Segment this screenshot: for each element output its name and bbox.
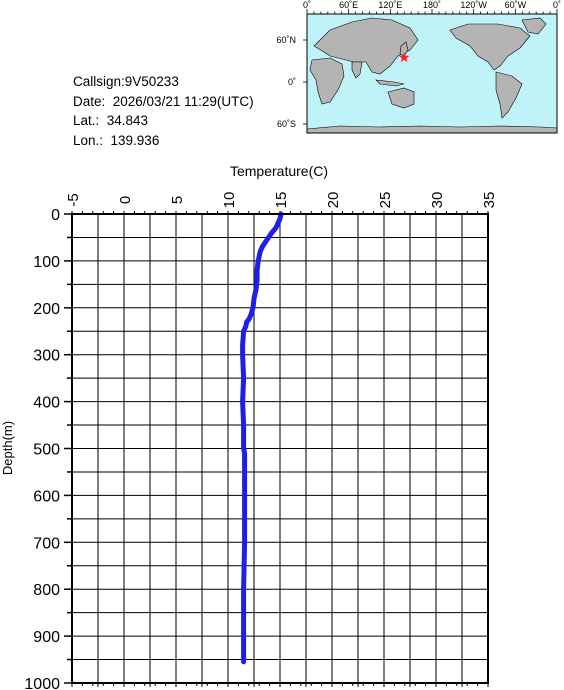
y-tick-label: 700 (33, 535, 60, 552)
y-tick-label: 800 (33, 582, 60, 599)
x-tick-label: 15 (273, 192, 290, 209)
map-latitude-label: 0˚ (288, 77, 296, 87)
x-axis-title: Temperature(C) (230, 163, 328, 179)
land-japan (399, 41, 409, 57)
land-australia (387, 87, 415, 109)
y-tick-labels: 0 100 200 300 400 500 600 700 800 900 1000 (24, 207, 60, 690)
land-north-america (449, 23, 531, 71)
x-tick-label: 25 (377, 192, 394, 209)
land-greenland (521, 17, 547, 35)
land-indonesia (375, 79, 405, 87)
x-tick-label: -5 (65, 193, 82, 206)
y-tick-label: 100 (33, 254, 60, 271)
map-longitude-label: 180˚ (423, 0, 441, 10)
map-ticks (306, 9, 558, 14)
map-longitude-label: 0˚ (553, 0, 561, 10)
callsign-text: Callsign:9V50233 (73, 74, 179, 89)
x-tick-label: 30 (429, 192, 446, 209)
y-tick-label: 200 (33, 301, 60, 318)
land-africa (309, 57, 345, 105)
map-longitude-label: 0˚ (303, 0, 311, 10)
chart-grid (64, 211, 489, 687)
map-latitude-label: 60˚N (276, 35, 296, 45)
y-tick-label: 600 (33, 488, 60, 505)
land-eurasia (313, 17, 419, 75)
map-latitude-labels: 60˚N 0˚ 60˚S (276, 35, 307, 129)
land-india (351, 61, 363, 79)
y-tick-label: 400 (33, 395, 60, 412)
x-tick-label: 10 (221, 192, 238, 209)
y-tick-label: 300 (33, 348, 60, 365)
y-tick-label: 500 (33, 442, 60, 459)
cast-info: Callsign:9V50233 Date: 2026/03/21 11:29(… (73, 72, 254, 150)
map-longitude-label: 120˚E (378, 0, 402, 10)
longitude-text: Lon.: 139.936 (73, 132, 160, 148)
map-longitude-label: 60˚W (505, 0, 527, 10)
map-longitude-label: 120˚W (460, 0, 487, 10)
date-text: Date: 2026/03/21 11:29(UTC) (73, 93, 254, 109)
y-tick-label: 0 (51, 207, 60, 224)
x-tick-label: 5 (169, 196, 186, 204)
map-land (306, 17, 558, 134)
location-marker-icon (398, 52, 410, 63)
map-latitude-label: 60˚S (277, 119, 296, 129)
location-map: 0˚ 60˚E 120˚E 180˚ 120˚W 60˚W 0˚ 60˚N 0˚ 60˚S (276, 0, 561, 134)
plot-frame (71, 213, 489, 684)
x-tick-label: 35 (481, 192, 498, 209)
y-tick-label: 1000 (24, 676, 60, 690)
map-longitude-label: 60˚E (339, 0, 358, 10)
x-tick-labels: -5 0 5 10 15 20 25 30 35 (65, 192, 498, 209)
map-longitude-labels: 0˚ 60˚E 120˚E 180˚ 120˚W 60˚W 0˚ (303, 0, 561, 10)
x-tick-label: 0 (117, 196, 134, 204)
latitude-text: Lat.: 34.843 (73, 113, 149, 129)
temperature-line (240, 211, 284, 665)
y-tick-label: 900 (33, 629, 60, 646)
y-axis-title: Depth(m) (0, 421, 15, 475)
land-south-america (495, 71, 523, 119)
x-tick-label: 20 (325, 192, 342, 209)
location-star-icon (398, 52, 410, 63)
temperature-series (240, 211, 284, 665)
